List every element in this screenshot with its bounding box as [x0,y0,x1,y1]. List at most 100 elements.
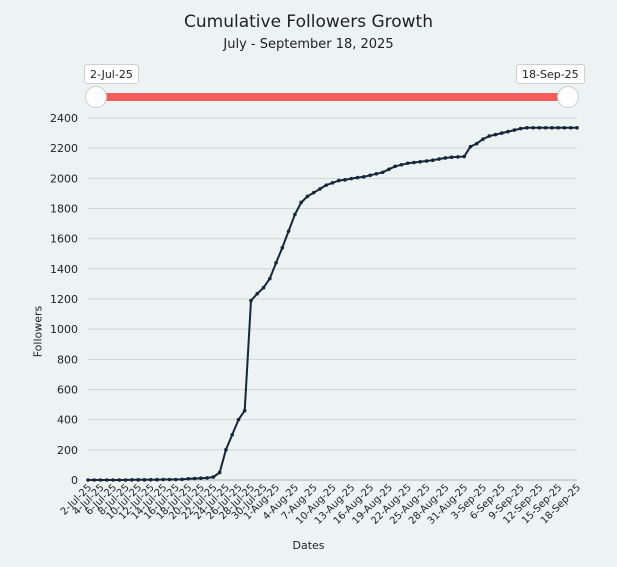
data-point[interactable] [98,478,103,482]
data-point[interactable] [105,478,109,482]
data-point[interactable] [324,183,329,187]
data-point[interactable] [568,126,573,130]
data-point[interactable] [456,155,460,159]
data-point[interactable] [481,137,485,141]
data-point[interactable] [474,141,479,146]
data-point[interactable] [399,162,404,167]
data-point[interactable] [380,170,385,175]
data-point[interactable] [556,126,560,130]
data-point[interactable] [123,478,128,482]
data-point[interactable] [512,128,517,132]
y-tick-label: 200 [57,444,78,457]
data-point[interactable] [167,477,172,482]
data-point[interactable] [506,129,510,134]
chart-subtitle: July - September 18, 2025 [223,37,394,52]
data-point[interactable] [493,132,498,137]
data-point[interactable] [487,134,492,138]
data-point[interactable] [412,160,416,165]
range-end-label: 18-Sep-25 [516,64,585,84]
data-point[interactable] [230,432,234,437]
data-point[interactable] [286,229,291,233]
data-point[interactable] [255,291,260,296]
data-point[interactable] [299,200,303,205]
data-point[interactable] [368,173,372,178]
y-tick-label: 1000 [50,323,78,336]
y-tick-label: 600 [57,384,78,397]
data-point[interactable] [393,164,397,169]
data-point[interactable] [111,478,115,482]
y-tick-label: 0 [71,474,78,487]
data-point[interactable] [293,212,297,217]
data-point[interactable] [336,178,341,183]
data-point[interactable] [330,181,335,185]
y-tick-label: 1800 [50,203,78,216]
y-tick-label: 1400 [50,263,78,276]
data-point[interactable] [261,285,266,290]
data-point[interactable] [543,126,548,130]
series-line [88,126,577,481]
data-point[interactable] [305,194,310,199]
data-point[interactable] [199,476,203,480]
y-tick-label: 2200 [50,142,78,155]
data-point[interactable] [173,477,178,482]
data-point[interactable] [499,131,504,135]
range-slider-track[interactable] [96,93,568,101]
data-point[interactable] [217,470,222,475]
data-point[interactable] [387,167,391,172]
data-point[interactable] [117,478,122,482]
range-start-label: 2-Jul-25 [84,64,139,84]
range-end-handle[interactable] [557,86,579,108]
data-point[interactable] [92,478,97,482]
data-point[interactable] [280,245,285,250]
data-point[interactable] [431,158,435,163]
y-axis-label: Followers [31,305,45,358]
data-point[interactable] [274,261,278,265]
data-point[interactable] [130,478,134,482]
data-point[interactable] [186,476,191,481]
data-point[interactable] [362,175,366,179]
data-point[interactable] [205,476,209,480]
data-point[interactable] [211,475,216,479]
data-point[interactable] [192,476,197,481]
data-point[interactable] [355,175,360,180]
range-start-handle[interactable] [85,86,107,108]
data-point[interactable] [575,126,579,130]
data-point[interactable] [418,159,423,164]
data-point[interactable] [242,408,247,413]
data-point[interactable] [86,478,90,482]
data-point[interactable] [161,477,166,482]
data-point[interactable] [525,126,529,130]
data-point[interactable] [437,157,441,161]
data-point[interactable] [531,126,535,130]
chart-title: Cumulative Followers Growth [184,12,433,32]
data-point[interactable] [311,190,316,195]
data-point[interactable] [468,144,473,149]
data-point[interactable] [155,477,159,482]
data-point[interactable] [424,159,429,163]
y-tick-label: 1600 [50,233,78,246]
data-point[interactable] [374,172,379,176]
data-point[interactable] [343,178,347,182]
data-point[interactable] [405,161,410,166]
data-point[interactable] [349,176,354,181]
data-point[interactable] [537,126,542,130]
data-point[interactable] [518,126,523,131]
data-point[interactable] [224,448,228,452]
y-tick-label: 1200 [50,293,78,306]
data-point[interactable] [562,126,567,130]
data-point[interactable] [318,187,322,191]
data-point[interactable] [142,478,147,482]
data-point[interactable] [236,417,241,422]
data-point[interactable] [148,477,153,482]
data-point[interactable] [550,126,554,130]
y-tick-label: 2000 [50,172,78,185]
data-point[interactable] [249,298,253,303]
data-point[interactable] [462,154,466,159]
y-tick-label: 800 [57,353,78,366]
data-point[interactable] [443,156,448,160]
data-point[interactable] [180,477,184,482]
data-point[interactable] [136,478,140,482]
data-point[interactable] [449,155,454,160]
data-point[interactable] [268,276,272,281]
